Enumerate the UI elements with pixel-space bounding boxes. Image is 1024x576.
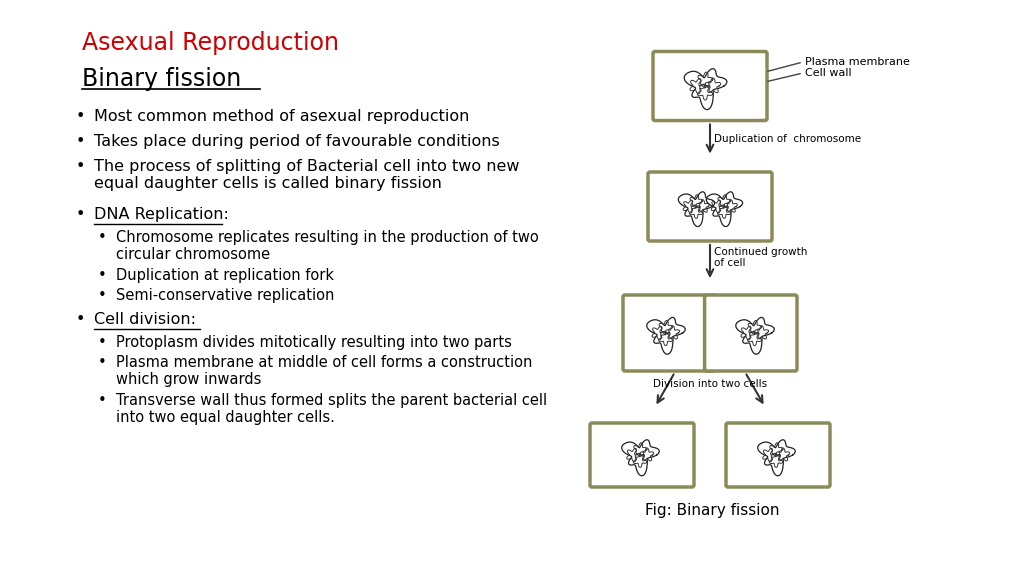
Text: The process of splitting of Bacterial cell into two new
equal daughter cells is : The process of splitting of Bacterial ce… [94,159,519,191]
Text: Chromosome replicates resulting in the production of two
circular chromosome: Chromosome replicates resulting in the p… [116,230,539,263]
Text: Most common method of asexual reproduction: Most common method of asexual reproducti… [94,109,469,124]
Text: •: • [76,134,85,149]
Text: •: • [98,230,106,245]
Text: •: • [98,355,106,370]
Text: •: • [98,268,106,283]
Text: •: • [76,207,85,222]
Text: Continued growth
of cell: Continued growth of cell [714,247,807,268]
Text: Duplication of  chromosome: Duplication of chromosome [714,134,861,144]
Text: Protoplasm divides mitotically resulting into two parts: Protoplasm divides mitotically resulting… [116,335,512,350]
Text: Division into two cells: Division into two cells [653,379,767,389]
Text: Duplication at replication fork: Duplication at replication fork [116,268,334,283]
Text: Takes place during period of favourable conditions: Takes place during period of favourable … [94,134,500,149]
Text: •: • [76,109,85,124]
Text: Semi-conservative replication: Semi-conservative replication [116,288,335,303]
Text: •: • [98,335,106,350]
Text: •: • [76,159,85,174]
Text: Plasma membrane: Plasma membrane [805,57,910,67]
FancyBboxPatch shape [623,295,716,371]
Text: Plasma membrane at middle of cell forms a construction
which grow inwards: Plasma membrane at middle of cell forms … [116,355,532,388]
FancyBboxPatch shape [705,295,797,371]
Text: Asexual Reproduction: Asexual Reproduction [82,31,339,55]
Text: Cell division:: Cell division: [94,312,196,327]
FancyBboxPatch shape [648,172,772,241]
Text: Binary fission: Binary fission [82,67,242,91]
Text: •: • [98,288,106,303]
FancyBboxPatch shape [653,51,767,120]
Text: Transverse wall thus formed splits the parent bacterial cell
into two equal daug: Transverse wall thus formed splits the p… [116,393,547,426]
Text: Cell wall: Cell wall [805,68,852,78]
FancyBboxPatch shape [726,423,830,487]
Text: Fig: Binary fission: Fig: Binary fission [645,503,779,518]
FancyBboxPatch shape [590,423,694,487]
Text: •: • [76,312,85,327]
Text: DNA Replication:: DNA Replication: [94,207,229,222]
Text: •: • [98,393,106,408]
